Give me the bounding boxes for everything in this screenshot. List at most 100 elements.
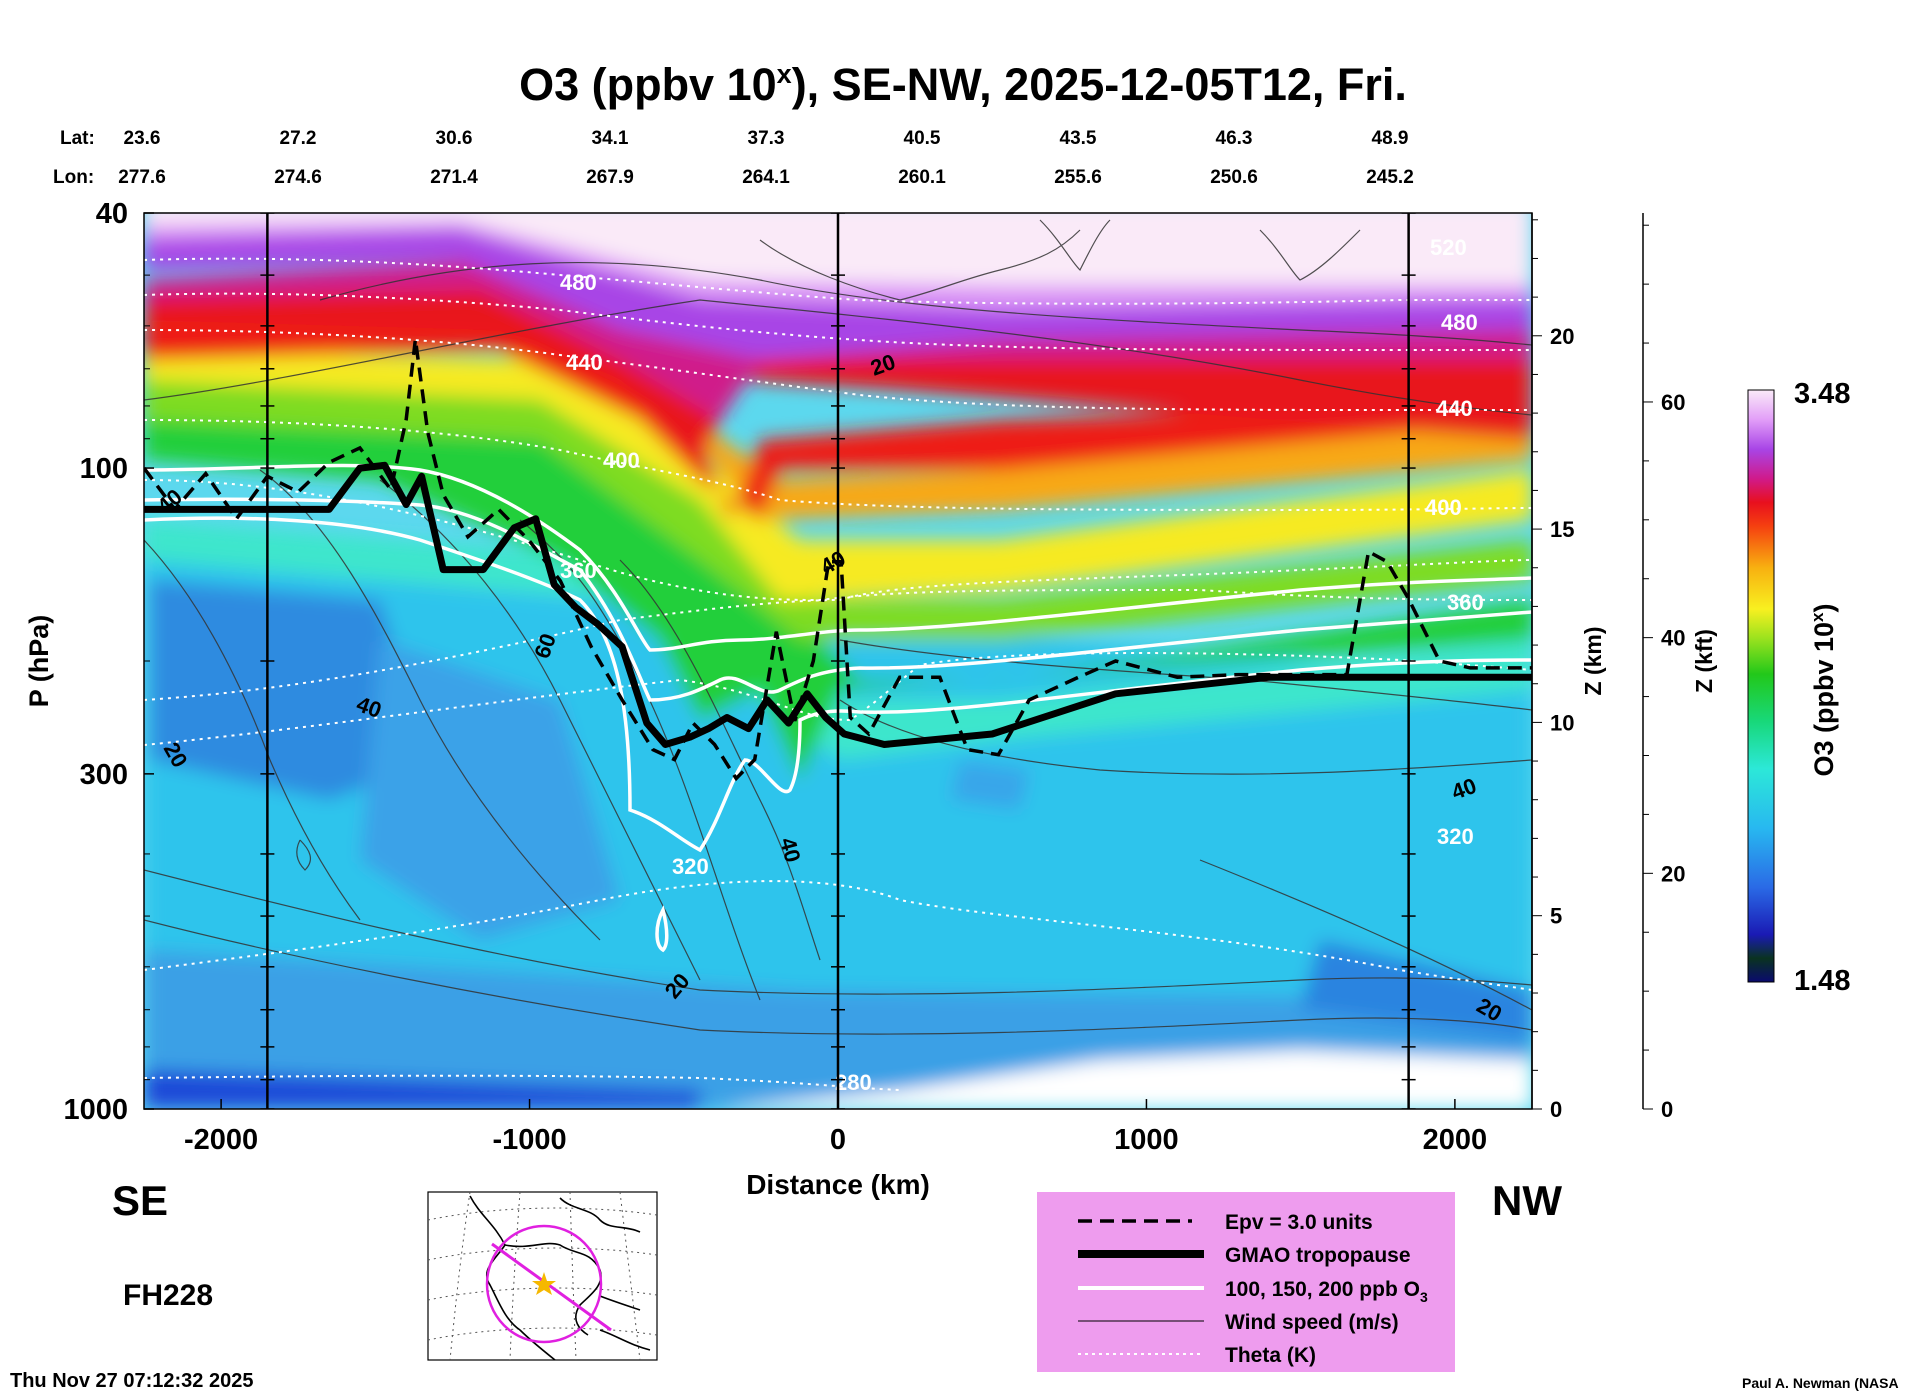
lat-value: 43.5 [1060, 128, 1097, 149]
theta-label-480-left: 480 [560, 270, 597, 295]
lon-value: 260.1 [898, 167, 946, 188]
map-graticule [427, 1191, 658, 1361]
x-tick-label: -2000 [184, 1124, 258, 1156]
z-km-axis: 20 15 10 5 0 [1531, 213, 1574, 1122]
lat-lon-labels: 23.6 277.6 27.2 274.6 30.6 271.4 34.1 267.9 37.3… [118, 128, 1414, 188]
direction-right-label: NW [1492, 1177, 1562, 1224]
z-kft-tick-label: 20 [1661, 861, 1685, 886]
y-tick-label: 100 [80, 453, 128, 485]
colorbar [1747, 389, 1775, 983]
ozone-patch-mid [950, 760, 1030, 810]
map-center-star-icon [532, 1272, 556, 1295]
y-axis-ticks: 40 100 300 1000 [63, 198, 154, 1126]
locator-map [427, 1191, 658, 1361]
lat-value: 48.9 [1372, 128, 1409, 149]
map-section-line [491, 1242, 612, 1332]
epv-3-line [144, 339, 1532, 782]
lat-value: 27.2 [280, 128, 317, 149]
forecast-hour-label: FH228 [123, 1279, 213, 1312]
theta-contour-480 [144, 292, 1532, 352]
z-km-tick-label: 0 [1550, 1097, 1562, 1122]
wind-contour [259, 469, 601, 941]
wind-contour [144, 299, 1532, 416]
z-km-tick-label: 15 [1550, 517, 1574, 542]
theta-label-440-left: 440 [566, 350, 603, 375]
theta-contour-520 [144, 257, 1532, 305]
wind-contour [1199, 859, 1532, 1011]
theta-label-480-right: 480 [1441, 310, 1478, 335]
wind-contour [1259, 229, 1361, 281]
z-km-tick-label: 10 [1550, 710, 1574, 735]
theta-contour-440 [144, 329, 1532, 412]
lat-value: 37.3 [748, 128, 785, 149]
ozone-patch-dark-left [150, 580, 430, 800]
theta-label-320-right: 320 [1437, 824, 1474, 849]
y-tick-label: 40 [96, 198, 128, 230]
z-kft-tick-label: 40 [1661, 626, 1685, 651]
theta-contour-360 [144, 479, 1532, 602]
theta-contour-400 [144, 419, 1532, 512]
x-tick-label: 2000 [1423, 1124, 1488, 1156]
wind-contour [144, 919, 1532, 1035]
y-tick-label: 1000 [63, 1094, 128, 1126]
lat-value: 30.6 [436, 128, 473, 149]
theta-label-440-right: 440 [1436, 396, 1473, 421]
y-tick-label: 300 [80, 759, 128, 791]
ozone-band-purple [144, 230, 1532, 360]
x-tick-label: 0 [830, 1124, 846, 1156]
ozone-band-orange [144, 310, 1532, 520]
direction-left-label: SE [112, 1177, 168, 1224]
wind-contour [296, 839, 312, 871]
lon-value: 277.6 [118, 167, 166, 188]
timestamp-label: Thu Nov 27 07:12:32 2025 [10, 1370, 253, 1392]
ozone-patch-ground [144, 1070, 700, 1109]
map-range-circle [485, 1224, 603, 1344]
lon-value: 245.2 [1366, 167, 1414, 188]
lon-value: 250.6 [1210, 167, 1258, 188]
theta-label-280: 280 [835, 1070, 872, 1095]
ozone-band-lilac [144, 213, 1532, 310]
plot-area: 280 320 320 360 360 400 400 440 440 480 … [144, 213, 1532, 1109]
credit-label: Paul A. Newman (NASA [1742, 1375, 1899, 1391]
ozone-band-yellow [144, 350, 1532, 600]
lon-value: 274.6 [274, 167, 322, 188]
x-axis-ticks: -2000 -1000 0 1000 2000 [184, 1099, 1487, 1156]
gmao-tropopause-line [144, 461, 1532, 748]
wind-contour [319, 261, 1532, 346]
z-kft-tick-label: 60 [1661, 390, 1685, 415]
ozone-band-cyan [144, 520, 1532, 760]
ozone-patch-dark-left2 [360, 640, 620, 940]
wind-contour [839, 699, 1532, 775]
lat-value: 40.5 [904, 128, 941, 149]
chart-title: O3 (ppbv 10x), SE-NW, 2025-12-05T12, Fri… [519, 59, 1407, 110]
lat-row-label: Lat: [60, 128, 95, 149]
wind-contour [759, 229, 1081, 301]
theta-label-520: 520 [1430, 235, 1467, 260]
wind-contour [144, 869, 1532, 995]
ozone-band-green [144, 420, 1532, 780]
legend-label-o3: 100, 150, 200 ppb O3 [1225, 1278, 1428, 1305]
x-tick-label: 1000 [1114, 1124, 1179, 1156]
legend-label-wind: Wind speed (m/s) [1225, 1311, 1399, 1334]
theta-contour-320 [144, 652, 1532, 746]
ground-mask [720, 1050, 1532, 1109]
lon-value: 271.4 [430, 167, 478, 188]
o3-contour-200 [144, 463, 1532, 652]
lon-row-label: Lon: [53, 167, 94, 188]
wind-contour [1039, 219, 1111, 272]
o3-contour-150 [144, 497, 1532, 702]
legend-label-epv: Epv = 3.0 units [1225, 1211, 1373, 1234]
z-kft-label: Z (kft) [1691, 629, 1717, 693]
o3-contour-small [655, 905, 669, 953]
theta-label-320-left: 320 [672, 854, 709, 879]
x-tick-label: -1000 [492, 1124, 566, 1156]
lon-value: 267.9 [586, 167, 634, 188]
colorbar-min-label: 1.48 [1794, 965, 1850, 997]
y-axis-label: P (hPa) [24, 615, 54, 708]
section-marker-lines [260, 213, 1416, 1109]
z-km-tick-label: 20 [1550, 324, 1574, 349]
z-km-label: Z (km) [1580, 627, 1606, 696]
theta-label-400-right: 400 [1425, 495, 1462, 520]
ozone-band-bright-green [144, 380, 1532, 640]
